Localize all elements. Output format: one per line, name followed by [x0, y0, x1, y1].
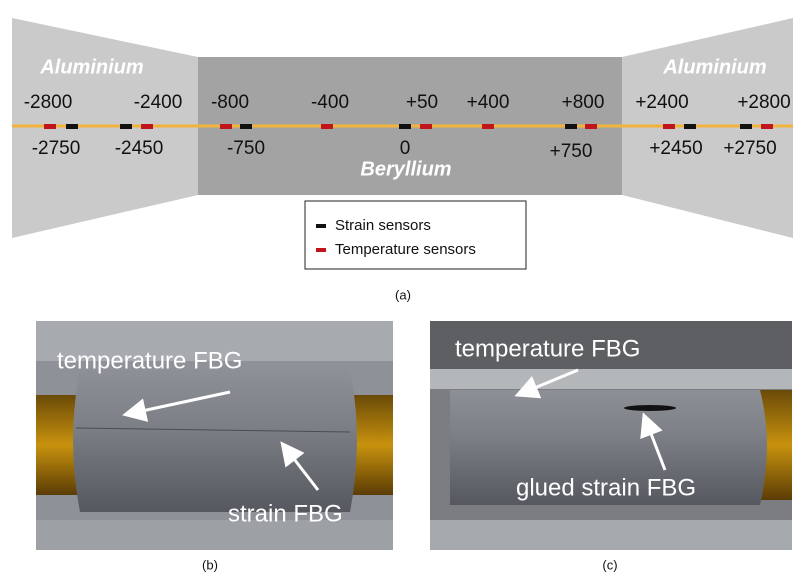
sensor-label: +2450	[649, 138, 702, 159]
sensor-label: +50	[406, 92, 438, 113]
aluminium-left	[12, 18, 198, 238]
sensor-label: 0	[400, 138, 411, 159]
sensor-label: -400	[311, 92, 349, 113]
sensor-label: +2800	[737, 92, 790, 113]
photo-c: temperature FBG glued strain FBG (c)	[430, 321, 792, 572]
caption: (c)	[602, 557, 617, 572]
photo-label: strain FBG	[228, 500, 343, 527]
caption: (a)	[395, 287, 411, 302]
sensor-label: -2750	[32, 138, 81, 159]
sensor-label: +2400	[635, 92, 688, 113]
legend-label: Temperature sensors	[335, 241, 476, 258]
region-label: Beryllium	[360, 158, 451, 180]
photo-b: temperature FBG strain FBG (b)	[36, 321, 393, 572]
sensor-label: -2800	[24, 92, 73, 113]
sensor-label: -2400	[134, 92, 183, 113]
photo-label: temperature FBG	[455, 335, 640, 362]
sensor-label: -750	[227, 138, 265, 159]
sensor-label: +750	[550, 141, 593, 162]
legend: Strain sensors Temperature sensors	[305, 201, 526, 269]
photo-label: glued strain FBG	[516, 474, 696, 501]
legend-label: Strain sensors	[335, 217, 431, 234]
sensor-label: -800	[211, 92, 249, 113]
figure: Aluminium Beryllium Aluminium -2800 -240…	[0, 0, 803, 577]
sensor-label: +400	[467, 92, 510, 113]
region-label: Aluminium	[662, 56, 766, 78]
region-label: Aluminium	[39, 56, 143, 78]
diagram: Aluminium Beryllium Aluminium -2800 -240…	[12, 18, 793, 302]
caption: (b)	[202, 557, 218, 572]
sensor-label: +2750	[723, 138, 776, 159]
sensor-label: -2450	[115, 138, 164, 159]
sensor-label: +800	[562, 92, 605, 113]
photo-label: temperature FBG	[57, 347, 242, 374]
